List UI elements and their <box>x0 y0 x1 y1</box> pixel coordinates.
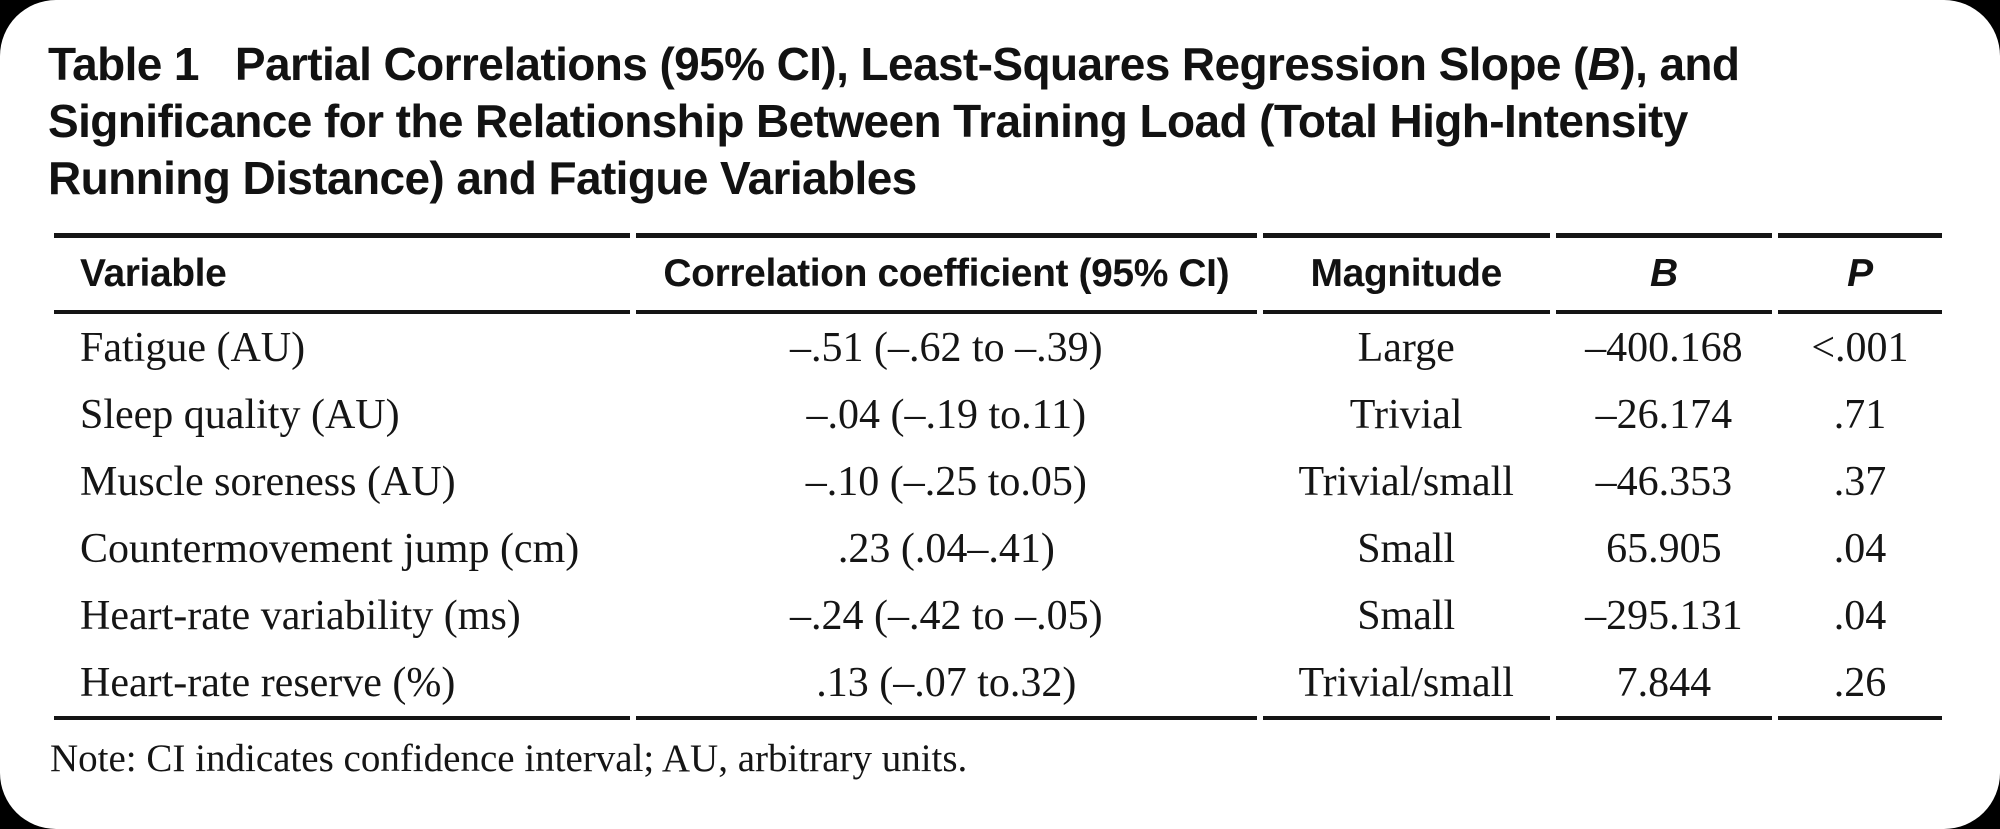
cell-magnitude: Trivial/small <box>1298 458 1514 505</box>
cell-variable: Muscle soreness (AU) <box>80 458 456 505</box>
title-segment: B <box>1587 38 1621 90</box>
cell-correlation: .13 (–.07 to.32) <box>635 649 1257 720</box>
table-note: Note: CI indicates confidence interval; … <box>50 737 968 780</box>
title-segment: ), and <box>1620 38 1740 90</box>
title-segment: Running Distance) and Fatigue Variables <box>48 152 917 204</box>
title-segment: Partial Correlations (95% CI), Least-Squ… <box>234 38 1588 90</box>
cell-correlation: –.24 (–.42 to –.05) <box>789 592 1103 639</box>
cell-b: –46.353 <box>1595 458 1733 505</box>
table-row: Heart-rate variability (ms) –.24 (–.42 to… <box>54 582 1942 649</box>
cell-b: 65.905 <box>1606 525 1722 572</box>
table-row: Muscle soreness (AU) –.10 (–.25 to.05) Tri… <box>54 448 1942 515</box>
column-header-correlation: Correlation coefficient (95% CI) <box>635 233 1257 314</box>
column-header-magnitude: Magnitude <box>1262 233 1550 314</box>
cell-variable: Sleep quality (AU) <box>80 391 400 438</box>
cell-b: –295.131 <box>1585 592 1743 639</box>
cell-variable: Heart-rate reserve (%) <box>54 649 630 720</box>
table-row: Fatigue (AU) –.51 (–.62 to –.39) Large –400… <box>54 314 1942 381</box>
cell-magnitude: Trivial <box>1349 391 1463 438</box>
cell-p: .04 <box>1833 592 1887 639</box>
cell-correlation: –.10 (–.25 to.05) <box>805 458 1087 505</box>
cell-b: –400.168 <box>1585 324 1743 371</box>
header-row: Variable Correlation coefficient (95% CI)… <box>54 233 1942 314</box>
cell-p: .71 <box>1833 391 1887 438</box>
cell-variable: Heart-rate variability (ms) <box>80 592 521 639</box>
table-title: Table 1 Partial Correlations (95% CI), Le… <box>48 36 1950 207</box>
cell-p: .37 <box>1833 458 1887 505</box>
cell-correlation: –.51 (–.62 to –.39) <box>789 324 1103 371</box>
cell-p: <.001 <box>1811 324 1909 371</box>
column-header-b: B <box>1555 233 1772 314</box>
cell-magnitude: Small <box>1357 592 1456 639</box>
cell-magnitude: Trivial/small <box>1262 649 1550 720</box>
cell-correlation: –.04 (–.19 to.11) <box>806 391 1087 438</box>
column-header-p: P <box>1777 233 1942 314</box>
cell-b: –26.174 <box>1595 391 1733 438</box>
title-segment: Significance for the Relationship Betwee… <box>48 95 1688 147</box>
cell-variable: Fatigue (AU) <box>80 324 306 371</box>
cell-p: .26 <box>1777 649 1942 720</box>
cell-b: 7.844 <box>1555 649 1772 720</box>
title-segment: Table 1 <box>48 38 200 90</box>
cell-magnitude: Small <box>1357 525 1456 572</box>
data-table: Variable Correlation coefficient (95% CI)… <box>48 233 1948 720</box>
table-row: Countermovement jump (cm) .23 (.04–.41) Sm… <box>54 515 1942 582</box>
cell-correlation: .23 (.04–.41) <box>837 525 1055 572</box>
cell-magnitude: Large <box>1357 324 1455 371</box>
cell-variable: Countermovement jump (cm) <box>80 525 580 572</box>
column-header-variable: Variable <box>54 233 630 314</box>
cell-p: .04 <box>1833 525 1887 572</box>
table-row: Heart-rate reserve (%) .13 (–.07 to.32) Tr… <box>54 649 1942 720</box>
table-row: Sleep quality (AU) –.04 (–.19 to.11) Trivi… <box>54 381 1942 448</box>
